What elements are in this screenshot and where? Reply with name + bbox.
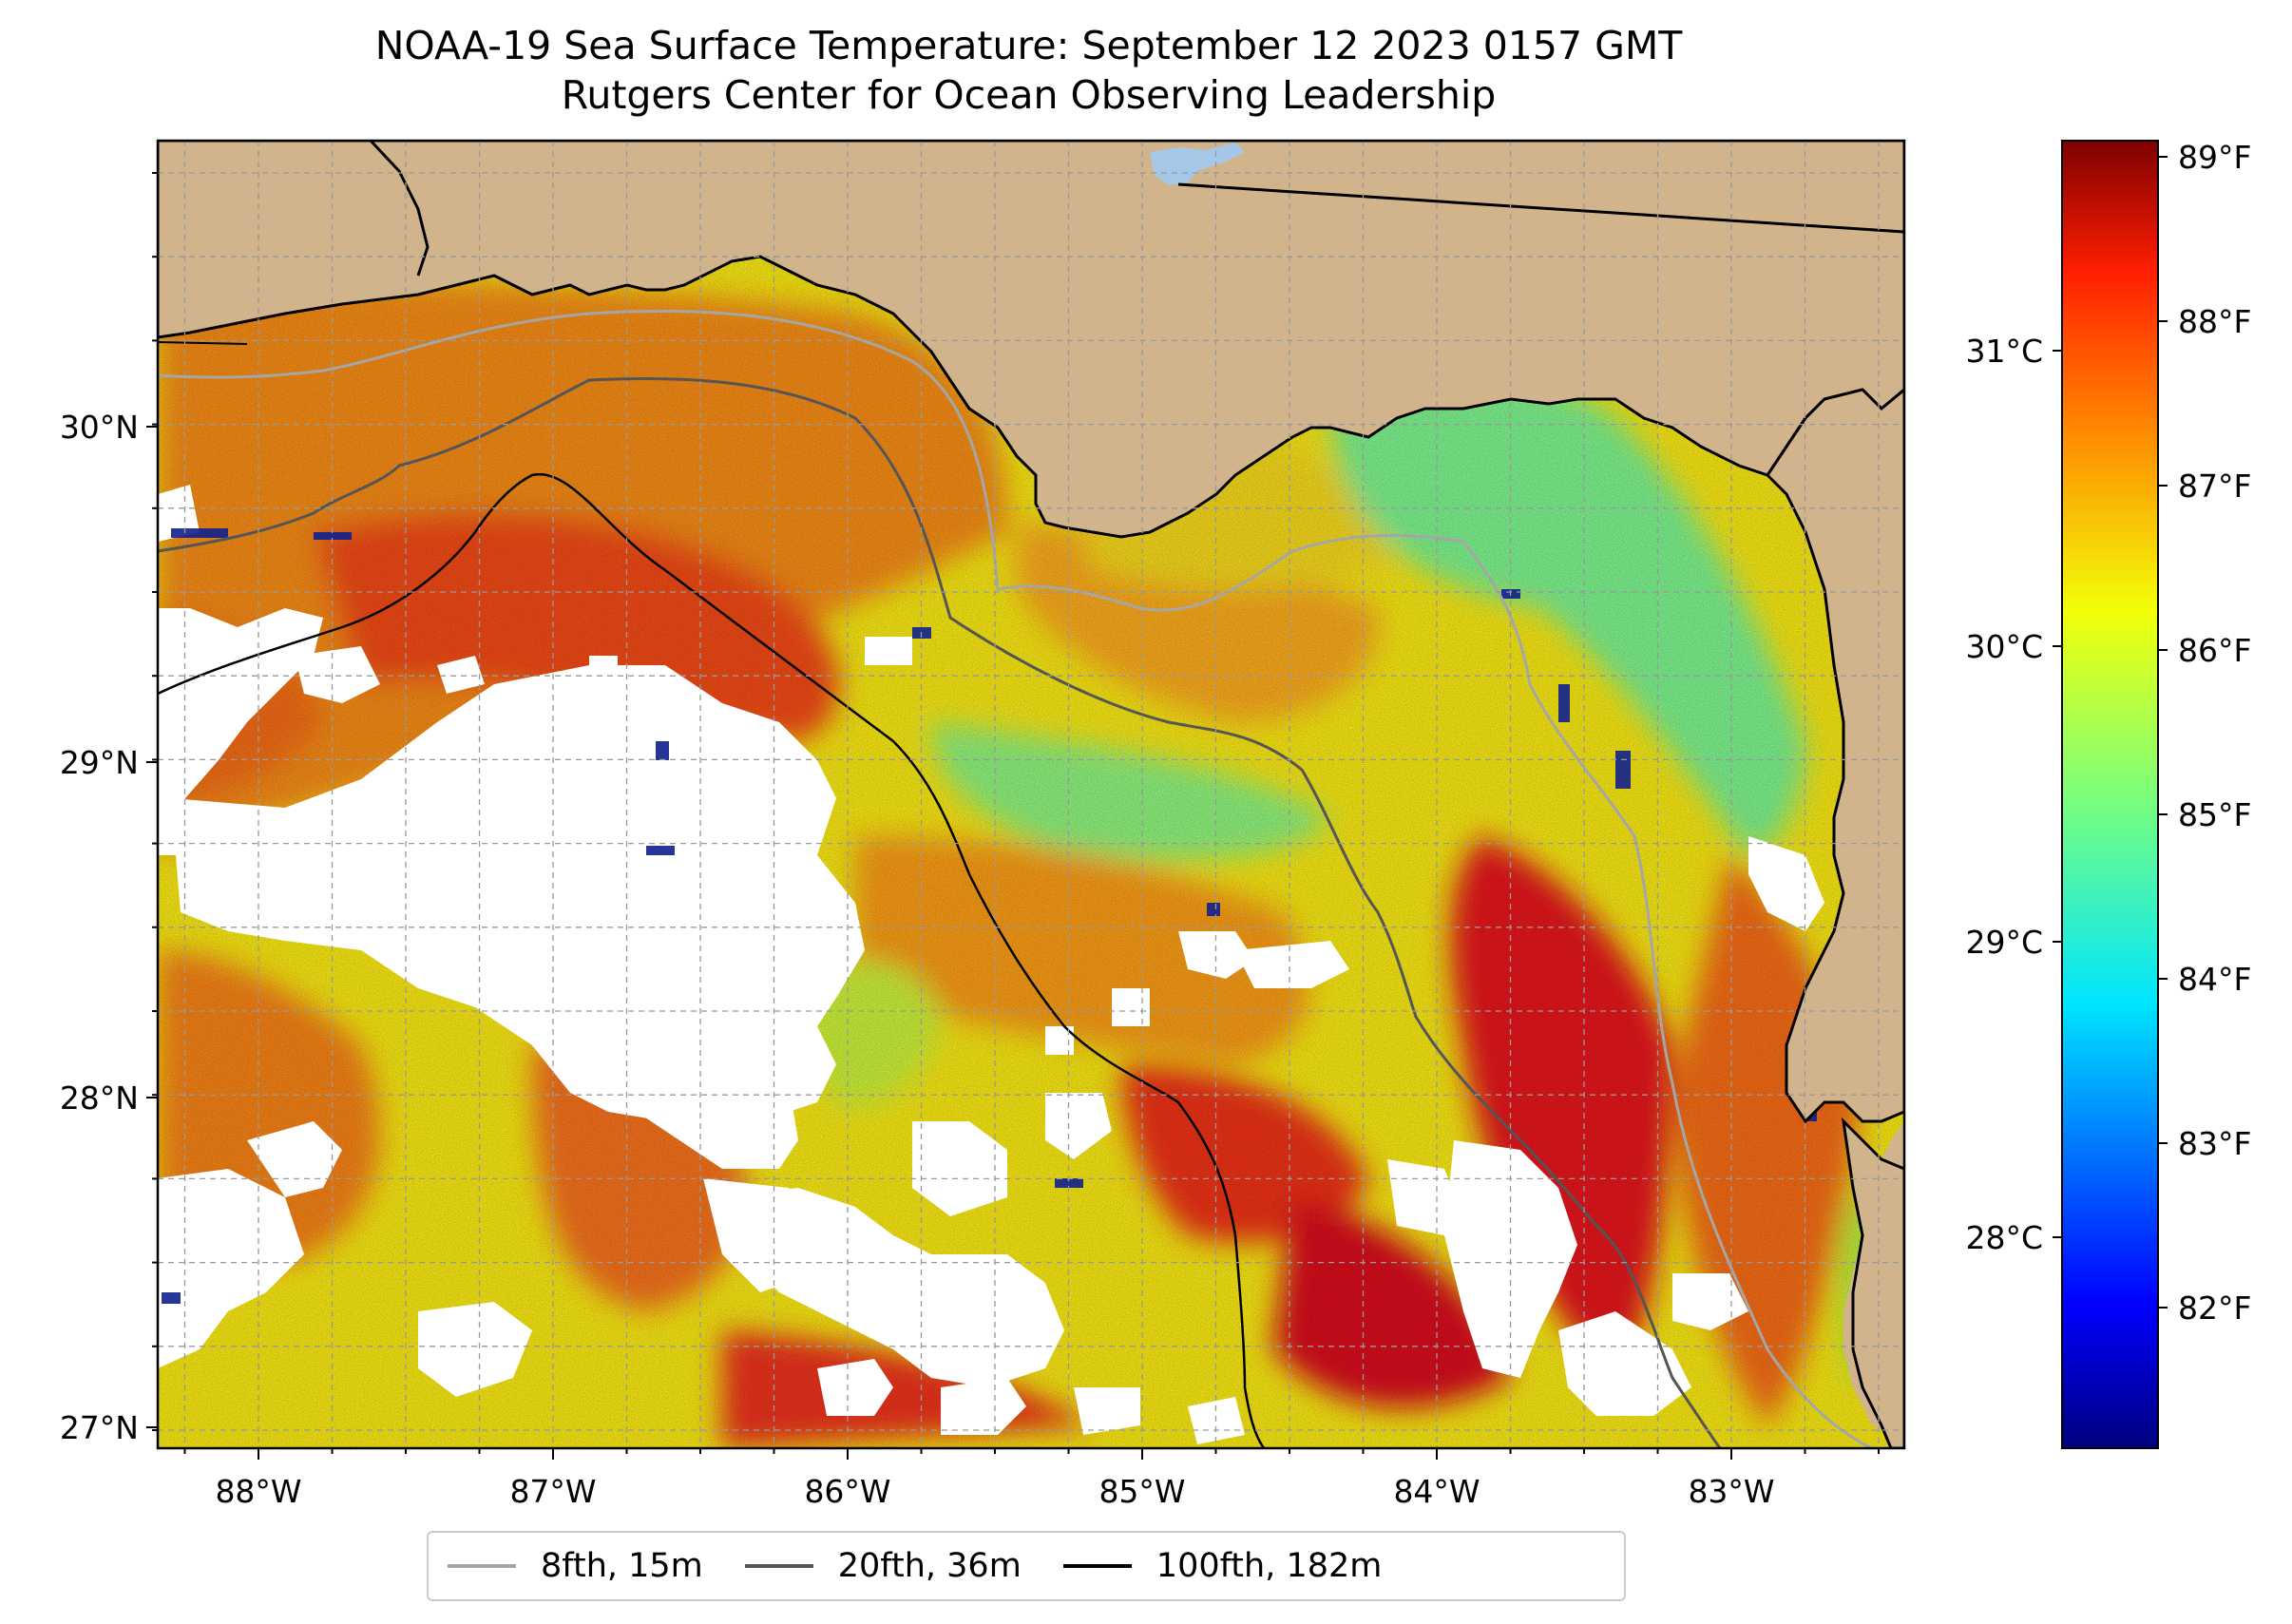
legend-label: 20fth, 36m — [837, 1547, 1022, 1585]
lon-tick-label: 86°W — [804, 1473, 890, 1510]
lon-tick-label: 88°W — [215, 1473, 301, 1510]
no-data-regions — [158, 485, 1824, 1444]
legend-item-20fth: 20fth, 36m — [744, 1547, 1022, 1585]
contour-100fth — [158, 472, 1266, 1448]
legend-swatch — [448, 1564, 516, 1568]
legend-label: 100fth, 182m — [1156, 1547, 1383, 1585]
lat-tick-label: 30°N — [60, 409, 139, 446]
northern-coastline-land — [158, 141, 1904, 539]
lat-tick-label: 29°N — [60, 744, 139, 781]
title-line-2: Rutgers Center for Ocean Observing Leade… — [561, 72, 1497, 118]
land — [158, 141, 1904, 1448]
legend-swatch — [744, 1564, 813, 1568]
lon-tick-label: 85°W — [1098, 1473, 1185, 1510]
depth-contour-legend: 8fth, 15m 20fth, 36m 100fth, 182m — [427, 1531, 1626, 1601]
map-frame — [156, 139, 1906, 1450]
latitude-axis: 30°N 29°N 28°N 27°N — [60, 409, 139, 1446]
lon-tick-label: 84°W — [1393, 1473, 1480, 1510]
lon-tick-label: 83°W — [1688, 1473, 1774, 1510]
longitude-axis: 88°W 87°W 86°W 85°W 84°W 83°W — [215, 1473, 1774, 1510]
legend-swatch — [1062, 1564, 1132, 1568]
lat-tick-label: 28°N — [60, 1079, 139, 1117]
grid — [158, 141, 1904, 1448]
lake — [1150, 143, 1245, 185]
legend-item-100fth: 100fth, 182m — [1062, 1547, 1383, 1585]
lat-tick-label: 27°N — [60, 1409, 139, 1446]
lon-tick-label: 87°W — [509, 1473, 596, 1510]
contour-8fth — [158, 309, 1873, 1448]
legend-label: 8fth, 15m — [541, 1547, 703, 1585]
legend-item-8fth: 8fth, 15m — [448, 1547, 703, 1585]
contour-20fth — [158, 376, 1722, 1448]
map-title: NOAA-19 Sea Surface Temperature: Septemb… — [158, 21, 1900, 120]
title-line-1: NOAA-19 Sea Surface Temperature: Septemb… — [374, 23, 1683, 68]
state-boundary-line — [1177, 182, 1904, 234]
